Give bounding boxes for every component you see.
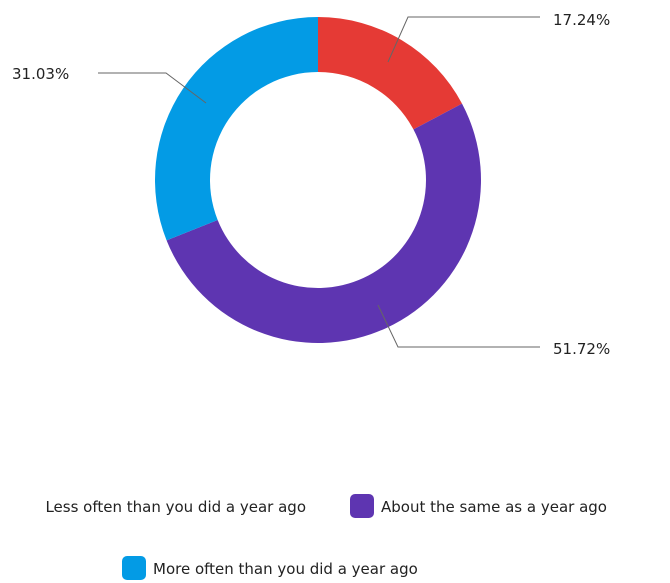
slice-about-same[interactable] — [166, 103, 481, 343]
data-label-about-same: 51.72% — [553, 340, 610, 358]
legend-label-about-same: About the same as a year ago — [381, 498, 607, 516]
slice-more-often[interactable] — [155, 17, 318, 241]
legend-item-about-same[interactable]: About the same as a year ago — [350, 494, 607, 518]
legend: Less often than you did a year ago About… — [45, 494, 607, 580]
leader-line-more-often — [98, 72, 207, 104]
leader-line-less-often — [387, 16, 540, 63]
data-label-more-often: 31.03% — [12, 65, 69, 83]
slice-less-often[interactable] — [318, 17, 463, 130]
legend-item-less-often[interactable]: Less often than you did a year ago — [45, 498, 306, 516]
legend-label-more-often: More often than you did a year ago — [153, 560, 418, 578]
legend-label-less-often: Less often than you did a year ago — [45, 498, 306, 516]
legend-swatch-about-same — [350, 494, 374, 518]
leader-line-about-same — [377, 304, 540, 348]
legend-item-more-often[interactable]: More often than you did a year ago — [122, 556, 418, 580]
legend-swatch-more-often — [122, 556, 146, 580]
data-label-less-often: 17.24% — [553, 11, 610, 29]
